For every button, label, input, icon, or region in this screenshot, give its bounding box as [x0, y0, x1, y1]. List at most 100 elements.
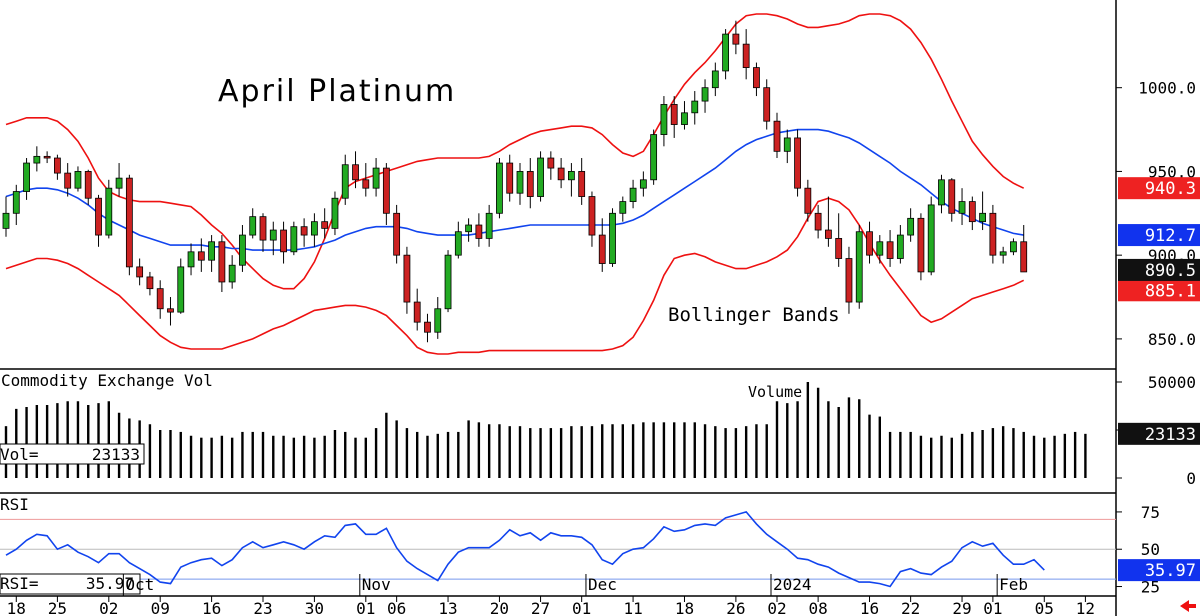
candle	[794, 129, 801, 197]
candle	[742, 29, 750, 80]
candle-body	[115, 177, 123, 189]
upper-band-badge-label: 940.3	[1145, 179, 1196, 199]
upper-band-line	[5, 13, 1025, 290]
candle	[578, 158, 586, 205]
candle	[269, 221, 277, 256]
candle	[249, 208, 257, 239]
candle-body	[321, 221, 329, 229]
candle-body	[537, 157, 544, 197]
candle	[300, 218, 308, 247]
candle-body	[938, 179, 945, 206]
rsi-panel: RSI RSI= 35.97 75 50 25 35.97	[0, 495, 1200, 597]
candle-body	[763, 87, 771, 122]
candle	[23, 158, 30, 200]
candle-body	[54, 157, 61, 174]
candle-body	[249, 216, 257, 236]
x-axis: 18 25 02 09 16 23 30 01 06 13 20 27 01 11 18 26 02 08 16 22…	[7, 574, 1095, 616]
candle	[568, 163, 575, 197]
candle	[146, 271, 154, 296]
x-tick-label: 12	[1076, 599, 1095, 616]
rsi-tick-label: 25	[1141, 578, 1160, 597]
candle	[773, 112, 781, 159]
candle	[979, 191, 986, 231]
candle	[516, 163, 524, 205]
x-tick-label: 23	[253, 599, 272, 616]
candle-body	[218, 241, 226, 283]
candle	[999, 246, 1007, 264]
x-tick-label: 01	[356, 599, 375, 616]
x-tick-label: 09	[151, 599, 170, 616]
candle-body	[208, 241, 216, 261]
candle	[506, 154, 514, 202]
candle-body	[927, 204, 935, 273]
rsi-badge-label: 35.97	[1145, 561, 1196, 581]
candle-body	[290, 226, 298, 253]
candle	[444, 250, 452, 313]
volume-readout-box	[0, 443, 145, 465]
candle	[125, 174, 133, 276]
candle-body	[454, 231, 462, 256]
candle-body	[393, 212, 401, 256]
candle-body	[742, 43, 750, 68]
last-price-badge-label: 890.5	[1145, 261, 1196, 281]
scroll-left-arrow-icon[interactable]	[1180, 600, 1196, 612]
candle	[382, 163, 390, 226]
month-label: Nov	[362, 575, 391, 594]
candle-body	[629, 187, 637, 202]
candle-body	[948, 179, 956, 214]
candle-body	[650, 134, 658, 181]
candle-body	[711, 70, 719, 89]
candle-body	[95, 197, 102, 236]
candle-body	[12, 191, 20, 214]
candle	[896, 225, 904, 264]
candle-body	[619, 201, 627, 214]
x-tick-label: 05	[1035, 599, 1054, 616]
candle	[968, 196, 976, 231]
candle-body	[886, 241, 894, 259]
candle	[629, 179, 637, 209]
candle-body	[125, 177, 133, 268]
last-price-badge-bg	[1118, 258, 1200, 281]
candle-body	[372, 167, 380, 189]
candle-body	[156, 288, 164, 310]
x-tick-label: 29	[952, 599, 971, 616]
candle	[454, 221, 462, 259]
candle	[54, 154, 61, 180]
candle-body	[146, 276, 154, 290]
lower-band-badge-bg	[1118, 279, 1200, 302]
candle-body	[136, 266, 144, 278]
x-tick-label: 16	[202, 599, 221, 616]
candle	[475, 213, 483, 247]
bollinger-bands-annotation: Bollinger Bands	[668, 304, 840, 326]
candle	[557, 158, 565, 189]
x-tick-label: 25	[48, 599, 67, 616]
candle	[352, 151, 359, 189]
candle-body	[197, 251, 205, 261]
candle-body	[979, 212, 986, 223]
x-tick-label: 02	[99, 599, 118, 616]
candle	[855, 225, 863, 309]
rsi-badge: 35.97	[1118, 559, 1200, 582]
candle-body	[917, 217, 925, 273]
candle	[485, 204, 493, 247]
candle	[732, 20, 740, 55]
candle-body	[187, 251, 195, 268]
candle-body	[177, 266, 185, 313]
month-label: Oct	[125, 575, 154, 594]
candle-body	[362, 179, 370, 189]
x-tick-label: 18	[7, 599, 26, 616]
candle-body	[485, 212, 493, 239]
candle-body	[239, 234, 246, 266]
candle-body	[84, 171, 92, 199]
candle-body	[444, 254, 452, 310]
candle-body	[958, 201, 966, 214]
candle-body	[568, 171, 575, 181]
candle-body	[352, 164, 359, 181]
candle	[711, 62, 719, 97]
volume-readout-label: Vol=	[0, 445, 39, 464]
candle	[814, 204, 822, 239]
candle	[835, 213, 843, 267]
volume-tick-label: 0	[1186, 469, 1196, 488]
